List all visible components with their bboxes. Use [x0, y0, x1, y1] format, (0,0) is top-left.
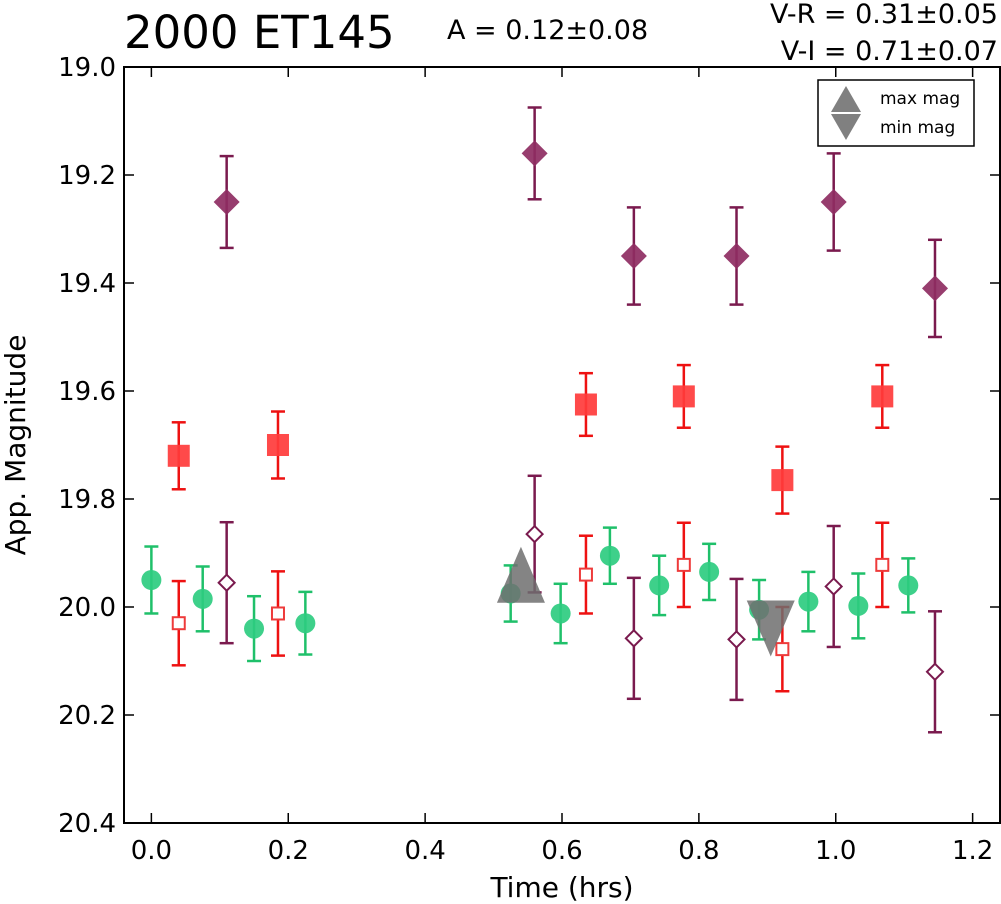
square-marker — [676, 557, 691, 572]
amplitude-annotation: A = 0.12±0.08 — [447, 15, 649, 46]
y-tick-label: 20.0 — [58, 593, 116, 623]
chart-title: 2000 ET145 — [124, 6, 395, 59]
circle-marker — [141, 570, 162, 590]
legend-max-mag-marker — [831, 86, 861, 112]
x-tick-label: 0.0 — [131, 836, 172, 866]
v-r-color-annotation: V-R = 0.31±0.05 — [769, 0, 998, 30]
diamond-marker — [824, 577, 844, 596]
circle-marker — [550, 603, 571, 624]
square-marker — [875, 557, 890, 572]
diamond-marker — [820, 189, 847, 215]
x-tick-label: 1.2 — [952, 836, 993, 866]
square-marker — [771, 469, 794, 492]
max-mag-triangle — [496, 546, 545, 603]
diamond-marker — [525, 524, 545, 544]
y-tick-label: 19.0 — [58, 53, 116, 83]
x-tick-label: 0.8 — [678, 836, 719, 866]
legend-max-mag-label: max mag — [880, 89, 960, 109]
square-marker — [775, 642, 790, 657]
diamond-marker — [624, 628, 644, 648]
y-tick-label: 19.8 — [58, 485, 116, 515]
circle-marker — [798, 591, 819, 612]
square-marker — [672, 385, 695, 408]
y-tick-label: 20.2 — [58, 701, 116, 731]
diamond-marker — [723, 243, 750, 269]
circle-marker — [649, 575, 670, 596]
square-marker — [574, 393, 597, 416]
circle-marker — [192, 588, 213, 609]
square-marker — [171, 616, 186, 631]
y-tick-label: 19.4 — [58, 269, 116, 299]
x-tick-label: 0.6 — [541, 836, 582, 866]
legend-min-mag-marker — [831, 114, 861, 140]
diamond-marker — [921, 275, 948, 302]
axis-ticks: 0.0 0.2 0.4 0.6 0.8 1.0 1.2 19.0 19.2 19.4 19.6 19.… — [58, 53, 1000, 866]
legend: max mag min mag — [817, 79, 975, 147]
circle-marker — [898, 575, 919, 596]
square-marker — [167, 444, 190, 467]
circle-marker — [244, 618, 265, 639]
diamond-marker — [217, 573, 237, 593]
diamond-marker — [521, 140, 548, 167]
diamond-marker — [620, 243, 647, 269]
square-marker — [578, 567, 593, 582]
x-axis-label: Time (hrs) — [489, 871, 633, 904]
plot-frame — [123, 66, 1001, 824]
diamond-marker — [213, 189, 240, 215]
x-tick-label: 0.4 — [404, 836, 445, 866]
y-tick-label: 20.4 — [58, 809, 116, 839]
v-i-color-annotation: V-I = 0.71±0.07 — [780, 36, 998, 67]
circle-marker — [848, 595, 869, 616]
y-axis-label: App. Magnitude — [0, 335, 32, 556]
square-marker — [270, 606, 285, 621]
min-mag-triangle — [746, 600, 795, 657]
square-marker — [266, 434, 289, 456]
y-tick-label: 19.6 — [58, 377, 116, 407]
circle-marker — [699, 561, 720, 582]
y-tick-label: 19.2 — [58, 161, 116, 191]
x-tick-label: 0.2 — [268, 836, 309, 866]
x-tick-label: 1.0 — [815, 836, 856, 866]
circle-marker — [599, 545, 620, 566]
circle-marker — [295, 613, 316, 634]
diamond-marker — [925, 662, 945, 682]
legend-min-mag-label: min mag — [880, 118, 955, 138]
square-marker — [871, 385, 894, 408]
diamond-marker — [727, 629, 746, 649]
data-points — [141, 106, 948, 734]
